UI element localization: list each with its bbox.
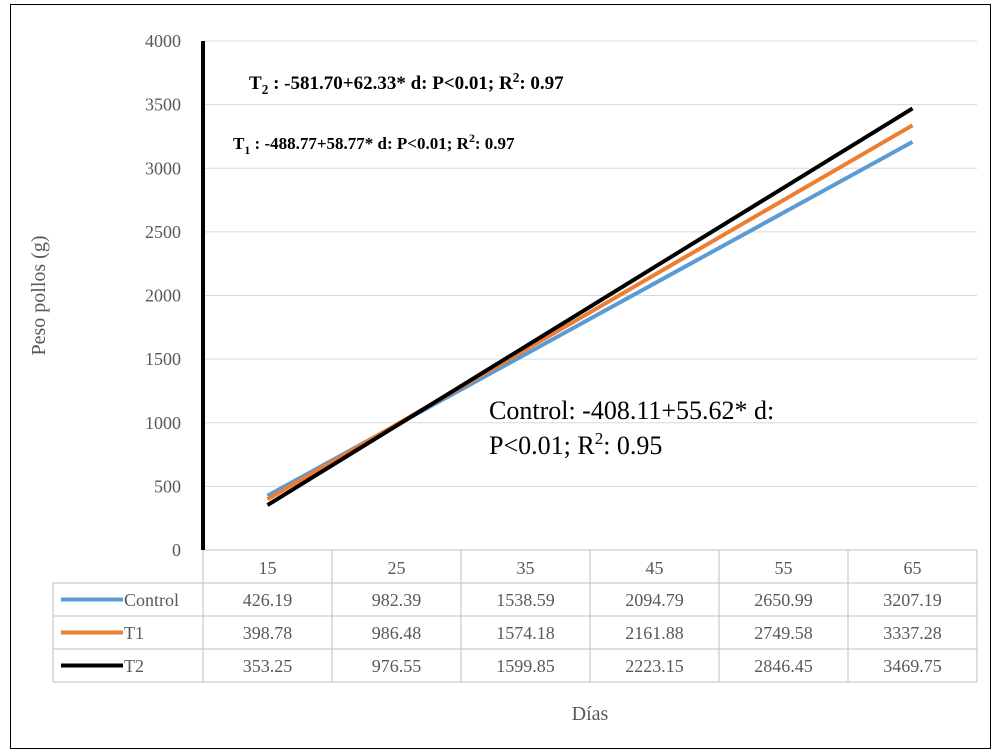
table-cell: 2749.58 [754,623,813,643]
x-tick-label: 45 [646,558,664,578]
annotation-t1: T1 : -488.77+58.77* d: P<0.01; R2: 0.97 [233,131,515,157]
table-cell: 2223.15 [625,656,684,676]
y-tick-label: 2500 [145,222,181,242]
y-tick-label: 2000 [145,286,181,306]
y-tick-label: 3000 [145,158,181,178]
y-tick-label: 4000 [145,31,181,51]
table-cell: 976.55 [372,656,422,676]
table-cell: 2094.79 [625,590,684,610]
table-cell: 353.25 [243,656,293,676]
legend-label: Control [124,590,179,610]
table-cell: 3207.19 [883,590,942,610]
x-tick-label: 15 [259,558,277,578]
table-cell: 426.19 [243,590,293,610]
chart-frame: 0 500 1000 1500 2000 2500 3000 3500 4000 15 25 35 45… [10,4,991,749]
table-cell: 2650.99 [754,590,813,610]
y-tick-label: 1000 [145,413,181,433]
y-tick-labels: 0 500 1000 1500 2000 2500 3000 3500 4000 [145,31,181,560]
x-axis-title: Días [572,703,609,725]
table-cell: 3337.28 [883,623,942,643]
y-tick-label: 500 [154,476,181,496]
table-cell: 986.48 [372,623,422,643]
table-row: T2 353.25 976.55 1599.85 2223.15 2846.45 3469.… [61,656,942,676]
table-cell: 2161.88 [625,623,684,643]
y-axis-title: Peso pollos (g) [28,236,50,356]
x-tick-label: 35 [517,558,535,578]
table-cell: 982.39 [372,590,422,610]
y-tick-label: 1500 [145,349,181,369]
chart-svg: 0 500 1000 1500 2000 2500 3000 3500 4000 15 25 35 45… [28,31,978,725]
series-line [266,106,914,507]
gridlines [203,40,977,487]
table-cell: 1538.59 [496,590,555,610]
annotation-control-line1: Control: -408.11+55.62* d: [489,396,774,425]
x-tick-labels: 15 25 35 45 55 65 [259,558,922,578]
annotation-control-line2: P<0.01; R2: 0.95 [489,429,662,460]
table-cell: 398.78 [243,623,293,643]
x-tick-label: 25 [388,558,406,578]
annotation-t2: T2 : -581.70+62.33* d: P<0.01; R2: 0.97 [249,70,564,97]
table-cell: 1599.85 [496,656,555,676]
data-table [52,549,978,683]
y-tick-label: 0 [172,540,181,560]
table-cell: 3469.75 [883,656,942,676]
x-tick-label: 65 [904,558,922,578]
table-cell: 2846.45 [754,656,813,676]
y-tick-label: 3500 [145,95,181,115]
legend-label: T2 [124,656,144,676]
table-row: Control 426.19 982.39 1538.59 2094.79 2650.99… [61,590,942,610]
x-tick-label: 55 [775,558,793,578]
legend-label: T1 [124,623,144,643]
series-lines [266,106,914,507]
table-cell: 1574.18 [496,623,555,643]
table-row: T1 398.78 986.48 1574.18 2161.88 2749.58 3337.… [61,623,942,643]
